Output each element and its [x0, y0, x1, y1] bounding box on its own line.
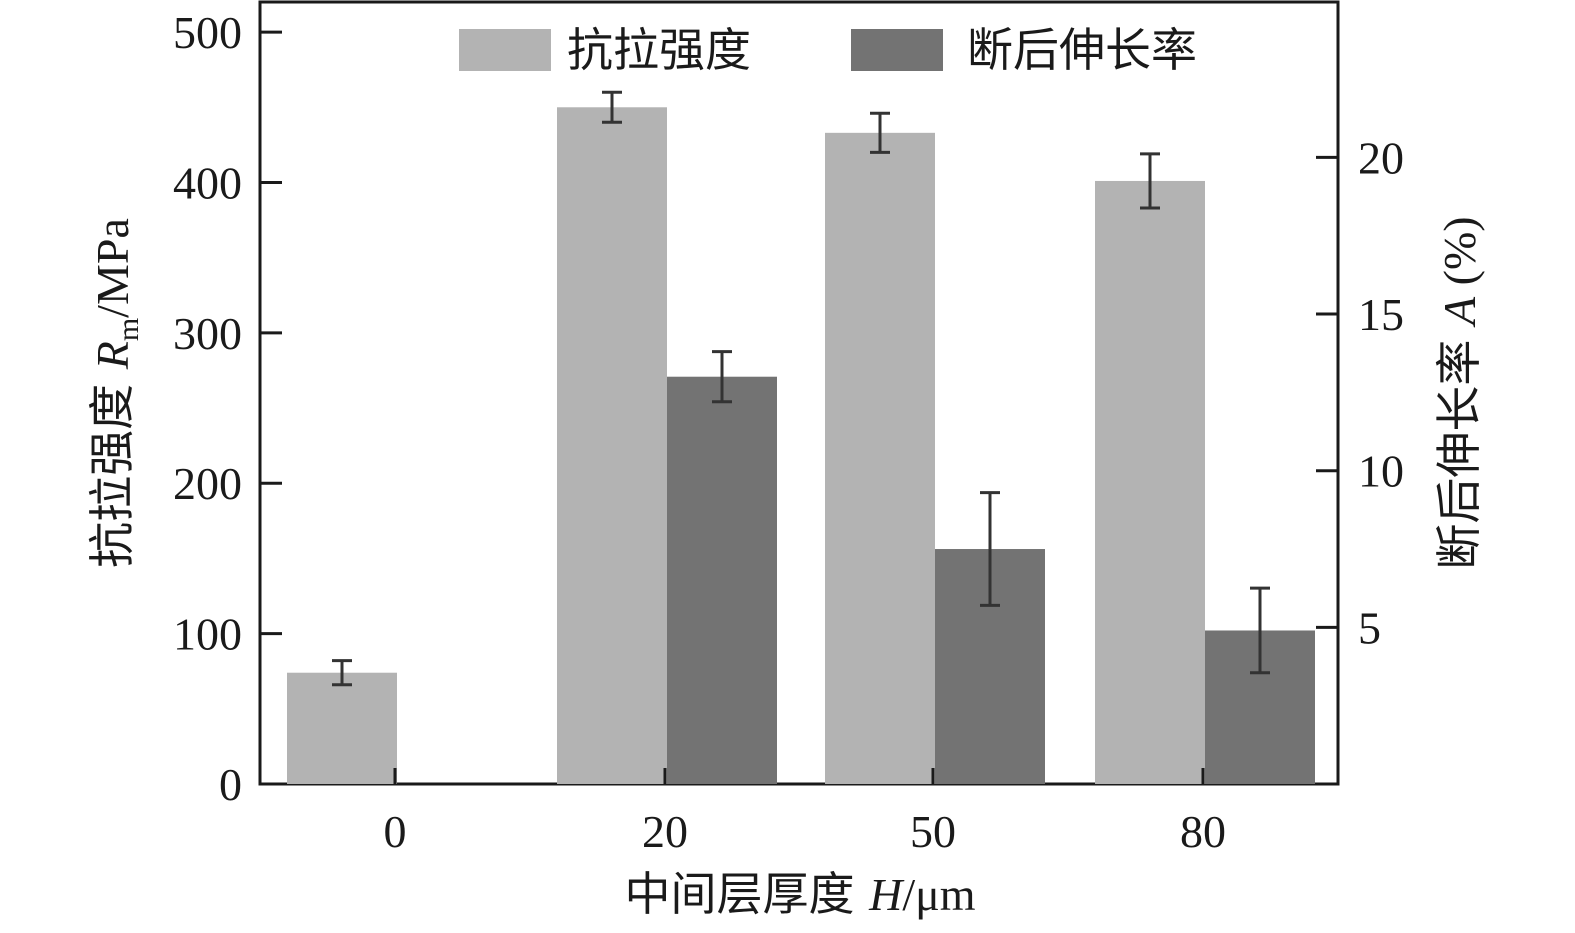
y-left-tick-label-500: 500	[173, 7, 242, 58]
y-right-tick-label-15: 15	[1358, 289, 1404, 340]
y-right-tick-label-20: 20	[1358, 132, 1404, 183]
x-axis-title: 中间层厚度 H/μm	[624, 867, 975, 921]
x-tick-label-80: 80	[1180, 806, 1226, 857]
y-axis-right-title-var: A	[1434, 296, 1485, 328]
x-axis-title-var: H	[868, 869, 905, 920]
y-axis-left-title: 抗拉强度 Rm/MPa	[85, 218, 145, 568]
legend-swatch-tensile	[459, 29, 551, 71]
bar-tensile-20	[557, 107, 667, 785]
error-bar-elongation-50	[980, 491, 1000, 607]
y-axis-left-title-var: R	[87, 341, 138, 370]
error-bar-tensile-20	[602, 90, 622, 124]
x-tick-label-50: 50	[910, 806, 956, 857]
x-tick-label-0: 0	[384, 806, 407, 857]
y-axis-right-title-main: 断后伸长率	[1432, 325, 1486, 570]
legend: 抗拉强度 断后伸长率	[459, 23, 1197, 77]
bars-layer	[287, 107, 1315, 785]
plot-frame	[258, 0, 1340, 786]
bar-elongation-20	[667, 376, 777, 784]
y-left-tick-label-200: 200	[173, 458, 242, 509]
y-left-tick-label-100: 100	[173, 609, 242, 660]
x-axis-title-main: 中间层厚度	[624, 867, 869, 921]
y-left-tick-label-0: 0	[219, 759, 242, 810]
error-bar-tensile-50	[870, 111, 890, 154]
error-bar-elongation-80	[1250, 586, 1270, 675]
error-bar-tensile-80	[1140, 152, 1160, 210]
ticks-layer: 0 20 50 80 0 100 200 300 400 500 5 10 15 20	[173, 7, 1404, 857]
legend-label-tensile: 抗拉强度	[567, 23, 751, 77]
bar-tensile-50	[825, 132, 935, 785]
x-tick-label-20: 20	[642, 806, 688, 857]
y-axis-left-title-sub: m	[112, 318, 145, 341]
y-right-tick-label-10: 10	[1358, 446, 1404, 497]
y-axis-left-title-unit: /MPa	[87, 218, 138, 318]
y-left-tick-label-400: 400	[173, 157, 242, 208]
y-axis-right-title-unit: (%)	[1434, 216, 1485, 296]
bar-tensile-0	[287, 672, 397, 784]
error-bar-elongation-20	[712, 350, 732, 404]
bar-tensile-80	[1095, 180, 1205, 784]
x-axis-title-unit: /μm	[902, 869, 975, 920]
y-axis-left-title-main: 抗拉强度	[85, 369, 139, 568]
legend-label-elongation: 断后伸长率	[967, 23, 1197, 77]
legend-swatch-elongation	[851, 29, 943, 71]
y-left-tick-label-300: 300	[173, 308, 242, 359]
y-right-tick-label-5: 5	[1358, 602, 1381, 653]
y-axis-right-title: 断后伸长率 A (%)	[1432, 216, 1486, 569]
error-bars-layer	[332, 90, 1270, 687]
error-bar-tensile-0	[332, 659, 352, 687]
